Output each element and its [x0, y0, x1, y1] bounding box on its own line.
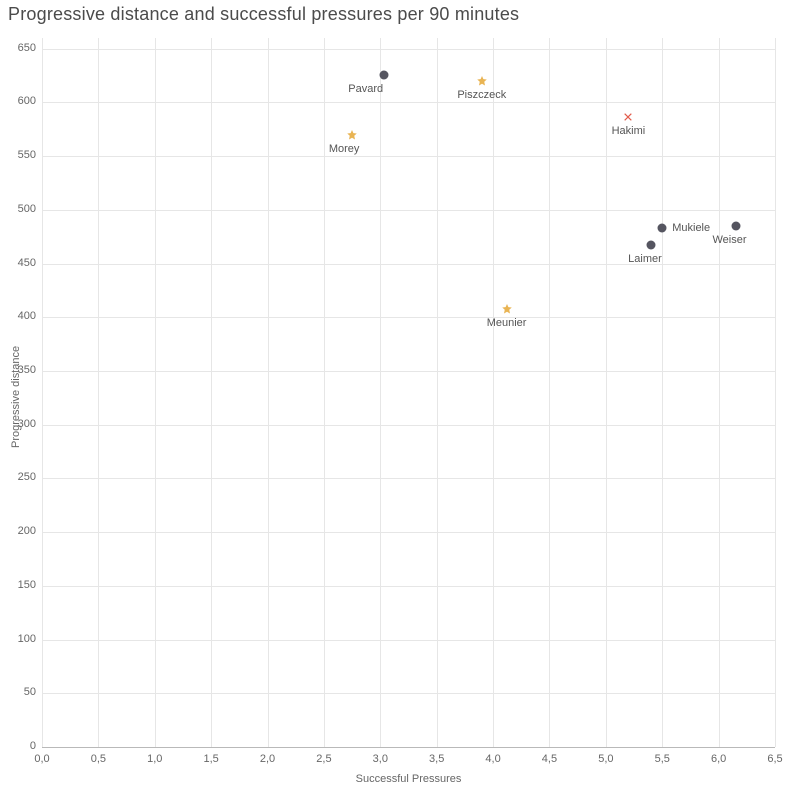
y-gridline — [42, 317, 775, 318]
y-gridline — [42, 102, 775, 103]
y-gridline — [42, 210, 775, 211]
y-tick-label: 150 — [18, 579, 36, 591]
y-tick-label: 200 — [18, 525, 36, 537]
y-tick-label: 100 — [18, 633, 36, 645]
chart-title: Progressive distance and successful pres… — [8, 4, 519, 25]
x-axis-label: Successful Pressures — [356, 773, 462, 785]
y-gridline — [42, 156, 775, 157]
y-tick-label: 450 — [18, 257, 36, 269]
x-tick-label: 1,0 — [147, 753, 162, 765]
x-tick-label: 0,5 — [91, 753, 106, 765]
x-gridline — [775, 38, 776, 747]
point-label: Morey — [329, 143, 360, 155]
x-gridline — [662, 38, 663, 747]
x-tick-label: 4,0 — [485, 753, 500, 765]
x-tick-label: 5,0 — [598, 753, 613, 765]
point-label: Pavard — [348, 83, 383, 95]
x-tick-label: 3,5 — [429, 753, 444, 765]
x-tick-label: 2,5 — [316, 753, 331, 765]
point-label: Weiser — [713, 234, 747, 246]
x-gridline — [98, 38, 99, 747]
x-gridline — [211, 38, 212, 747]
y-gridline — [42, 640, 775, 641]
point-label: Laimer — [628, 253, 662, 265]
y-tick-label: 50 — [24, 686, 36, 698]
x-gridline — [437, 38, 438, 747]
y-tick-label: 550 — [18, 149, 36, 161]
x-tick-label: 6,0 — [711, 753, 726, 765]
x-gridline — [549, 38, 550, 747]
star-icon — [476, 75, 488, 87]
x-gridline — [42, 38, 43, 747]
point-label: Mukiele — [672, 222, 710, 234]
y-tick-label: 300 — [18, 418, 36, 430]
y-gridline — [42, 478, 775, 479]
y-tick-label: 250 — [18, 471, 36, 483]
x-gridline — [719, 38, 720, 747]
point-label: Piszczeck — [457, 89, 506, 101]
marker-circle — [379, 70, 388, 79]
x-tick-label: 0,0 — [34, 753, 49, 765]
y-gridline — [42, 532, 775, 533]
y-tick-label: 400 — [18, 310, 36, 322]
x-tick-label: 1,5 — [203, 753, 218, 765]
marker-circle — [658, 224, 667, 233]
y-axis-label: Progressive distance — [10, 345, 22, 447]
x-tick-label: 3,0 — [373, 753, 388, 765]
point-label: Hakimi — [612, 125, 646, 137]
y-tick-label: 600 — [18, 95, 36, 107]
y-gridline — [42, 693, 775, 694]
marker-circle — [646, 241, 655, 250]
y-tick-label: 650 — [18, 42, 36, 54]
point-label: Meunier — [487, 317, 527, 329]
star-icon — [346, 129, 358, 141]
x-axis-line — [42, 747, 775, 748]
y-gridline — [42, 371, 775, 372]
cross-icon — [623, 112, 633, 122]
y-gridline — [42, 264, 775, 265]
y-gridline — [42, 586, 775, 587]
y-tick-label: 350 — [18, 364, 36, 376]
x-tick-label: 2,0 — [260, 753, 275, 765]
x-gridline — [606, 38, 607, 747]
y-tick-label: 500 — [18, 203, 36, 215]
y-gridline — [42, 49, 775, 50]
x-gridline — [324, 38, 325, 747]
y-gridline — [42, 425, 775, 426]
star-icon — [501, 303, 513, 315]
y-tick-label: 0 — [30, 740, 36, 752]
x-tick-label: 4,5 — [542, 753, 557, 765]
x-gridline — [380, 38, 381, 747]
x-gridline — [493, 38, 494, 747]
scatter-chart: Progressive distance and successful pres… — [0, 0, 787, 797]
marker-circle — [731, 221, 740, 230]
x-gridline — [268, 38, 269, 747]
x-tick-label: 6,5 — [767, 753, 782, 765]
plot-area: Pavard Piszczeck Hakimi Morey MukieleWeiser L… — [42, 38, 775, 747]
x-tick-label: 5,5 — [655, 753, 670, 765]
x-gridline — [155, 38, 156, 747]
